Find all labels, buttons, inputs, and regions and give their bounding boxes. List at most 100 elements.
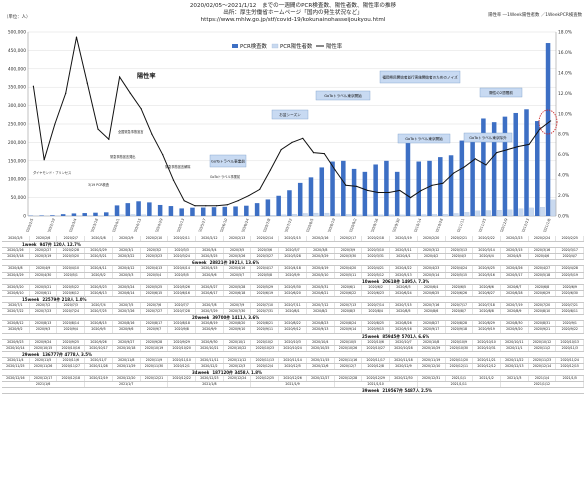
table-cell-date: 2020/11/25 bbox=[2, 363, 30, 370]
table-cell-date: 2020/3/22 bbox=[113, 254, 141, 260]
table-cell-date: 2020/12/13 bbox=[501, 363, 529, 370]
bar-pcr-tests bbox=[125, 203, 131, 216]
table-cell-date: 2020/6/10 bbox=[2, 290, 30, 296]
table-cell-date: 2020/3/21 bbox=[85, 254, 113, 260]
rate-point bbox=[86, 82, 88, 84]
x-tick-label: 2020/9/2 bbox=[348, 218, 357, 232]
table-cell-date: 2020/10/26 bbox=[335, 345, 363, 351]
bar-pcr-tests bbox=[60, 214, 66, 216]
annotation-goto-tokyo-start-2-box bbox=[397, 133, 451, 144]
annotation-goto-pre: GoToトラベル事業前 bbox=[210, 174, 241, 179]
table-cell-date: 2020/4/27 bbox=[529, 266, 557, 272]
annotation-goto-tokyo-excluded: GoToトラベル東京除外 bbox=[469, 135, 507, 140]
table-cell-date: 2020/12/19 bbox=[85, 376, 113, 382]
annotation-goto-tokyo-start: GoToトラベル東京開始 bbox=[324, 93, 362, 98]
table-cell-date: 2020/12/30 bbox=[390, 376, 418, 382]
table-cell-date: 2020/10/5 bbox=[335, 339, 363, 345]
rate-point bbox=[323, 153, 325, 155]
table-cell-date: 2020/4/9 bbox=[30, 266, 58, 272]
table-cell-date: 2021/1/3 bbox=[501, 376, 529, 382]
table-cell-date: 2020/12/9 bbox=[390, 363, 418, 370]
table-cell-date: 2020/8/17 bbox=[141, 321, 169, 327]
table-cell-date: 2020/8/15 bbox=[85, 321, 113, 327]
table-cell-date: 2020/6/26 bbox=[446, 290, 474, 296]
table-cell-date: 2020/12/20 bbox=[113, 376, 141, 382]
x-tick-label: 2020/6/10 bbox=[218, 217, 228, 232]
rate-point bbox=[420, 189, 422, 192]
week-summary-row: 1week 947件 120人 12.7% bbox=[2, 242, 584, 249]
bar-pcr-tests bbox=[190, 207, 195, 216]
bar-pcr-positive bbox=[464, 212, 470, 217]
table-cell-date: 2020/4/14 bbox=[168, 266, 197, 272]
table-cell-date: 2020/9/28 bbox=[141, 339, 169, 345]
chart-source-url: https://www.mhlw.go.jp/stf/covid-19/koku… bbox=[200, 17, 386, 23]
table-cell-date: 2020/8/21 bbox=[251, 321, 280, 327]
table-cell-date: 2020/10/3 bbox=[279, 339, 307, 345]
table-cell-date: 2020/12/3 bbox=[224, 363, 252, 370]
bar-pcr-tests bbox=[103, 212, 109, 216]
y2-tick-label: 16.0% bbox=[558, 50, 572, 56]
rate-point bbox=[237, 200, 239, 202]
highlight-ellipse bbox=[538, 109, 558, 135]
rate-point bbox=[205, 205, 207, 207]
table-cell-date: 2020/10/16 bbox=[57, 345, 86, 351]
rate-point bbox=[463, 166, 466, 168]
table-cell-date: 2020/8/24 bbox=[335, 321, 363, 327]
table-cell-date: 2020/7/15 bbox=[390, 303, 418, 309]
week-summary-value: 136777件 4778人 3.5% bbox=[42, 351, 93, 357]
table-row: 2020/4/29 2020/4/30 2020/5/1 2020/5/2 2020/5… bbox=[2, 272, 585, 279]
legend-swatch-pcr-tests bbox=[232, 44, 238, 48]
bar-pcr-positive bbox=[496, 210, 502, 217]
y-tick-label: 200,000 bbox=[8, 140, 26, 146]
table-cell-date: 2020/7/31 bbox=[251, 309, 280, 315]
bar-pcr-positive bbox=[162, 215, 168, 217]
bar-pcr-tests bbox=[254, 203, 260, 216]
table-cell-date: 2020/11/11 bbox=[196, 357, 224, 363]
table-cell-date: 2020/9/3 bbox=[30, 327, 58, 333]
annotation-obon-season: お盆シーズン bbox=[279, 112, 301, 117]
table-cell-date: 2020/6/15 bbox=[141, 290, 169, 296]
table-cell-date: 2020/10/23 bbox=[251, 345, 280, 351]
bar-pcr-tests bbox=[362, 171, 368, 216]
table-cell-date: 2020/2/24 bbox=[529, 236, 557, 242]
table-cell-date: 2020/6/30 bbox=[556, 290, 585, 296]
table-cell-date: 2020/8/9 bbox=[501, 309, 529, 315]
bar-pcr-tests bbox=[351, 168, 357, 216]
x-tick-label: 2020/12/23 bbox=[519, 218, 530, 232]
rate-point bbox=[539, 128, 541, 130]
table-cell-date: 2020/6/7 bbox=[501, 284, 529, 290]
table-cell-date: 2020/6/1 bbox=[335, 284, 363, 290]
table-cell-date: 2020/6/3 bbox=[390, 284, 418, 290]
bar-pcr-tests bbox=[39, 215, 44, 216]
table-cell-date: 2020/4/17 bbox=[251, 266, 280, 272]
table-cell-date: 2021/1/12 bbox=[501, 382, 584, 388]
table-cell-date: 2020/9/23 bbox=[2, 339, 30, 345]
x-tick-label: 2020/2/19 bbox=[46, 217, 56, 232]
table-cell-date: 2020/3/28 bbox=[279, 254, 307, 260]
table-cell-date: 2020/11/26 bbox=[30, 363, 58, 370]
y2-tick-label: 2.0% bbox=[558, 193, 569, 199]
legend-label-pcr-tests: PCR検査数 bbox=[240, 42, 268, 50]
table-cell-date: 2020/4/21 bbox=[362, 266, 391, 272]
bar-pcr-tests bbox=[513, 112, 518, 216]
rate-point bbox=[334, 169, 336, 171]
unit-label: （単位：人） bbox=[4, 15, 31, 20]
table-cell-date: 2020/7/3 bbox=[57, 303, 86, 309]
bar-pcr-tests bbox=[265, 199, 271, 216]
table-cell-date: 2020/7/24 bbox=[57, 309, 86, 315]
table-cell-date: 2020/3/18 bbox=[2, 254, 30, 260]
table-cell-date: 2020/3/12 bbox=[418, 248, 446, 254]
table-cell-date: 2020/6/2 bbox=[362, 284, 391, 290]
table-cell-date: 2021/1/9 bbox=[251, 382, 335, 388]
y2-tick-label: 4.0% bbox=[558, 173, 569, 179]
table-cell-date: 2020/6/22 bbox=[335, 290, 363, 296]
table-cell-date: 2020/3/4 bbox=[196, 248, 224, 254]
table-cell-date: 2021/1/8 bbox=[168, 382, 252, 388]
chart-area: 2020/02/05〜2021/1/12 までの一週間のPCR検査数、陽性者数、… bbox=[0, 0, 586, 232]
table-cell-date: 2020/2/15 bbox=[279, 236, 307, 242]
table-cell-date: 2020/8/19 bbox=[196, 321, 224, 327]
table-cell-date: 2020/7/20 bbox=[529, 303, 557, 309]
table-cell-date: 2020/3/7 bbox=[279, 248, 307, 254]
bar-pcr-positive bbox=[432, 214, 438, 217]
table-cell-date: 2020/11/10 bbox=[168, 357, 197, 363]
